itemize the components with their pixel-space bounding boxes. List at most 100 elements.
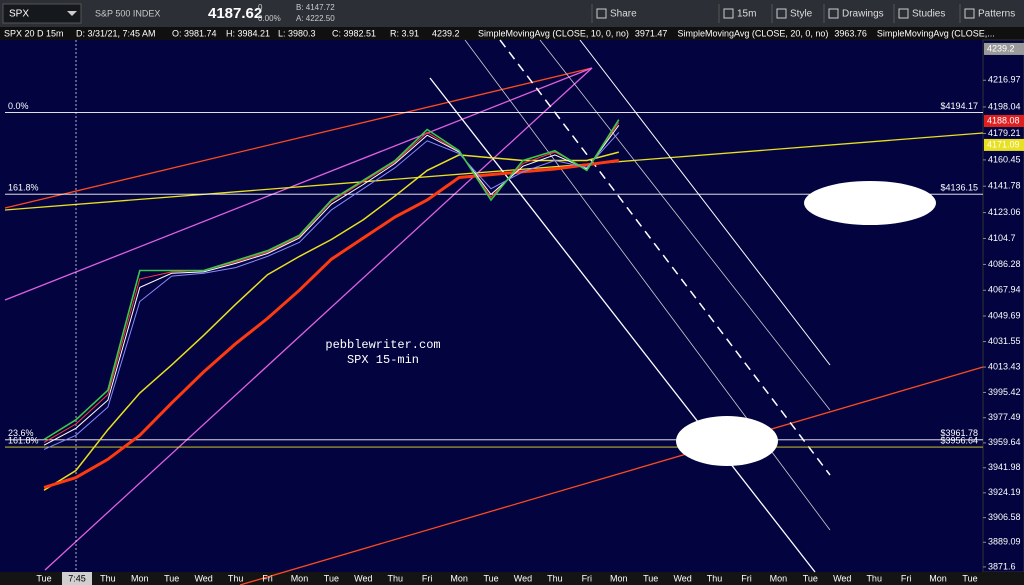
level-label: 161.8%: [8, 435, 39, 445]
legend-item: H: 3984.21: [226, 28, 270, 38]
y-tick-label: 3995.42: [988, 387, 1021, 397]
legend-item: D: 3/31/21, 7:45 AM: [76, 28, 156, 38]
y-tick-label: 3924.19: [988, 487, 1021, 497]
button-icon[interactable]: [964, 8, 975, 19]
x-tick-label: Wed: [194, 573, 212, 583]
y-tick-label: 3977.49: [988, 412, 1021, 422]
x-tick-label: Mon: [770, 573, 788, 583]
x-tick-label: Thu: [228, 573, 244, 583]
y-tick-label: 4067.94: [988, 285, 1021, 295]
highlight-ellipse[interactable]: [676, 416, 778, 466]
level-value: $4136.15: [940, 183, 978, 193]
trend-line[interactable]: [4, 132, 984, 211]
button-icon[interactable]: [596, 8, 607, 19]
y-tick-label: 4198.04: [988, 101, 1021, 111]
x-tick-label: Wed: [673, 573, 691, 583]
toolbar-button[interactable]: Patterns: [978, 9, 1015, 20]
x-tick-label: Mon: [929, 573, 947, 583]
price-tag-label: 4171.09: [987, 139, 1020, 149]
x-tick-label: Tue: [164, 573, 179, 583]
toolbar-button[interactable]: Drawings: [842, 9, 884, 20]
change-pct: 0.00%: [258, 14, 281, 23]
study-name: SimpleMovingAvg (CLOSE, 20, 0, no): [677, 28, 828, 38]
toolbar-button[interactable]: 15m: [737, 9, 756, 20]
ask: A: 4222.50: [296, 14, 335, 23]
y-tick-label: 4216.97: [988, 75, 1021, 85]
x-tick-label: Thu: [707, 573, 723, 583]
level-label: 0.0%: [8, 101, 29, 111]
last-price: 4187.62: [208, 5, 262, 22]
y-tick-label: 3906.58: [988, 512, 1021, 522]
y-tick-label: 4086.28: [988, 259, 1021, 269]
study-value: 3971.47: [635, 28, 668, 38]
x-tick-label: Mon: [291, 573, 309, 583]
trend-line[interactable]: [4, 67, 593, 209]
legend-item: 4239.2: [432, 28, 460, 38]
y-tick-label: 4141.78: [988, 181, 1021, 191]
x-tick-label: Tue: [643, 573, 658, 583]
button-icon[interactable]: [898, 8, 909, 19]
y-tick-label: 4104.7: [988, 233, 1016, 243]
change: 0: [258, 3, 263, 12]
button-icon[interactable]: [828, 8, 839, 19]
trend-line[interactable]: [4, 67, 593, 301]
y-axis: [982, 39, 1024, 573]
y-tick-label: 4160.45: [988, 154, 1021, 164]
highlight-ellipse[interactable]: [804, 181, 936, 225]
study-value: 3963.76: [834, 28, 867, 38]
y-tick-label: 4179.21: [988, 128, 1021, 138]
bid: B: 4147.72: [296, 3, 335, 12]
x-tick-label: Wed: [514, 573, 532, 583]
x-tick-label: Fri: [901, 573, 912, 583]
crosshair-label: 7:45: [68, 573, 86, 583]
x-tick-label: Tue: [483, 573, 498, 583]
price-tag-label: 4188.08: [987, 115, 1020, 125]
y-tick-label: 3889.09: [988, 537, 1021, 547]
channel-line[interactable]: [429, 77, 816, 573]
x-axis: [0, 572, 1024, 585]
level-label: 23.6%: [8, 428, 34, 438]
price-line: [43, 119, 620, 441]
button-icon[interactable]: [723, 8, 734, 19]
x-tick-label: Wed: [833, 573, 851, 583]
dropdown-icon: [67, 11, 77, 16]
level-value: $4194.17: [940, 101, 978, 111]
y-tick-label: 3941.98: [988, 462, 1021, 472]
price-tag: [984, 42, 1024, 55]
toolbar-button[interactable]: Style: [790, 9, 813, 20]
moving-average: [43, 132, 620, 450]
x-tick-label: Mon: [610, 573, 628, 583]
x-tick-label: Fri: [262, 573, 273, 583]
price-tag: [984, 114, 1024, 127]
legend-item: SPX 20 D 15m: [4, 28, 64, 38]
x-tick-label: Fri: [741, 573, 752, 583]
y-tick-label: 3871.6: [988, 561, 1016, 571]
legend-item: R: 3.91: [390, 28, 419, 38]
channel-line[interactable]: [539, 39, 831, 411]
plot-area: [0, 40, 983, 572]
moving-average: [43, 125, 620, 446]
y-tick-label: 4013.43: [988, 361, 1021, 371]
legend-item: L: 3980.3: [278, 28, 316, 38]
price-tag-label: 4239.2: [987, 43, 1015, 53]
x-tick-label: Thu: [547, 573, 563, 583]
x-tick-label: Fri: [422, 573, 433, 583]
button-icon[interactable]: [776, 8, 787, 19]
toolbar: [0, 0, 1024, 27]
x-tick-label: Thu: [866, 573, 882, 583]
x-tick-label: Tue: [36, 573, 51, 583]
y-tick-label: 4049.69: [988, 310, 1021, 320]
x-tick-label: Fri: [582, 573, 593, 583]
price-tag: [984, 138, 1024, 151]
trend-line[interactable]: [239, 366, 984, 585]
toolbar-button[interactable]: Share: [610, 9, 637, 20]
level-label: 161.8%: [8, 183, 39, 193]
study-name: SimpleMovingAvg (CLOSE,...: [877, 28, 995, 38]
symbol-box[interactable]: [2, 3, 82, 24]
channel-line[interactable]: [579, 39, 831, 366]
trend-line[interactable]: [44, 67, 593, 571]
toolbar-button[interactable]: Studies: [912, 9, 945, 20]
x-tick-label: Tue: [962, 573, 977, 583]
chart-marks: 4216.97 4198.04 4179.21 4160.45 4141.78 4123.…: [5, 42, 1024, 583]
